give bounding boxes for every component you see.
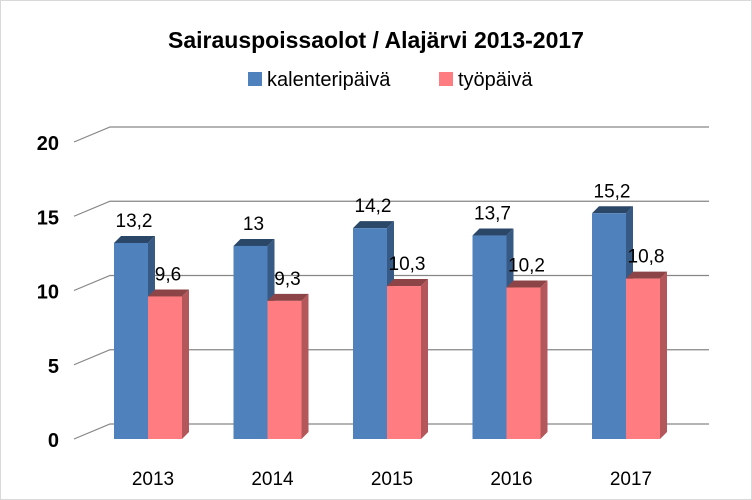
bars [114,206,667,439]
x-axis: 2013 2014 2015 2016 2017 [132,469,652,490]
data-label: 9,3 [274,269,300,290]
legend-swatch-tyopaiva [439,72,453,86]
x-tick-label: 2017 [610,469,652,490]
chart-title: Sairauspoissaolot / Alajärvi 2013-2017 [168,27,584,53]
x-tick-label: 2016 [490,469,532,490]
bar-tyopaiva-2014 [267,293,309,439]
x-tick-label: 2014 [251,469,294,490]
bar-tyopaiva-2016 [506,280,548,439]
data-label: 9,6 [155,264,181,285]
data-label: 13 [243,214,264,235]
y-axis: 0 5 10 15 20 [37,133,59,452]
y-tick-label: 10 [37,282,59,304]
y-tick-label: 20 [37,133,59,155]
x-tick-label: 2015 [371,469,413,490]
legend: kalenteripäivä työpäivä [248,69,533,91]
legend-label-kalenteripaiva: kalenteripäivä [267,69,391,91]
bar-tyopaiva-2017 [626,271,667,439]
data-labels: 13,2 9,6 13 9,3 14,2 10,3 13,7 10,2 15,2 10,8 [116,181,665,290]
x-tick-label: 2013 [132,469,174,490]
data-label: 15,2 [594,181,631,202]
data-label: 13,2 [116,211,153,232]
gridline [73,126,709,143]
data-label: 13,7 [474,204,511,225]
legend-swatch-kalenteripaiva [248,72,262,86]
gridline [73,200,709,217]
y-tick-label: 5 [48,356,59,378]
y-tick-label: 0 [48,430,59,452]
y-tick-label: 15 [37,207,59,229]
bar-tyopaiva-2013 [148,289,189,439]
data-label: 10,3 [389,254,426,275]
legend-label-tyopaiva: työpäivä [458,69,533,91]
data-label: 14,2 [355,196,392,217]
bar-tyopaiva-2015 [387,279,428,439]
data-label: 10,2 [508,256,545,277]
data-label: 10,8 [628,247,665,268]
